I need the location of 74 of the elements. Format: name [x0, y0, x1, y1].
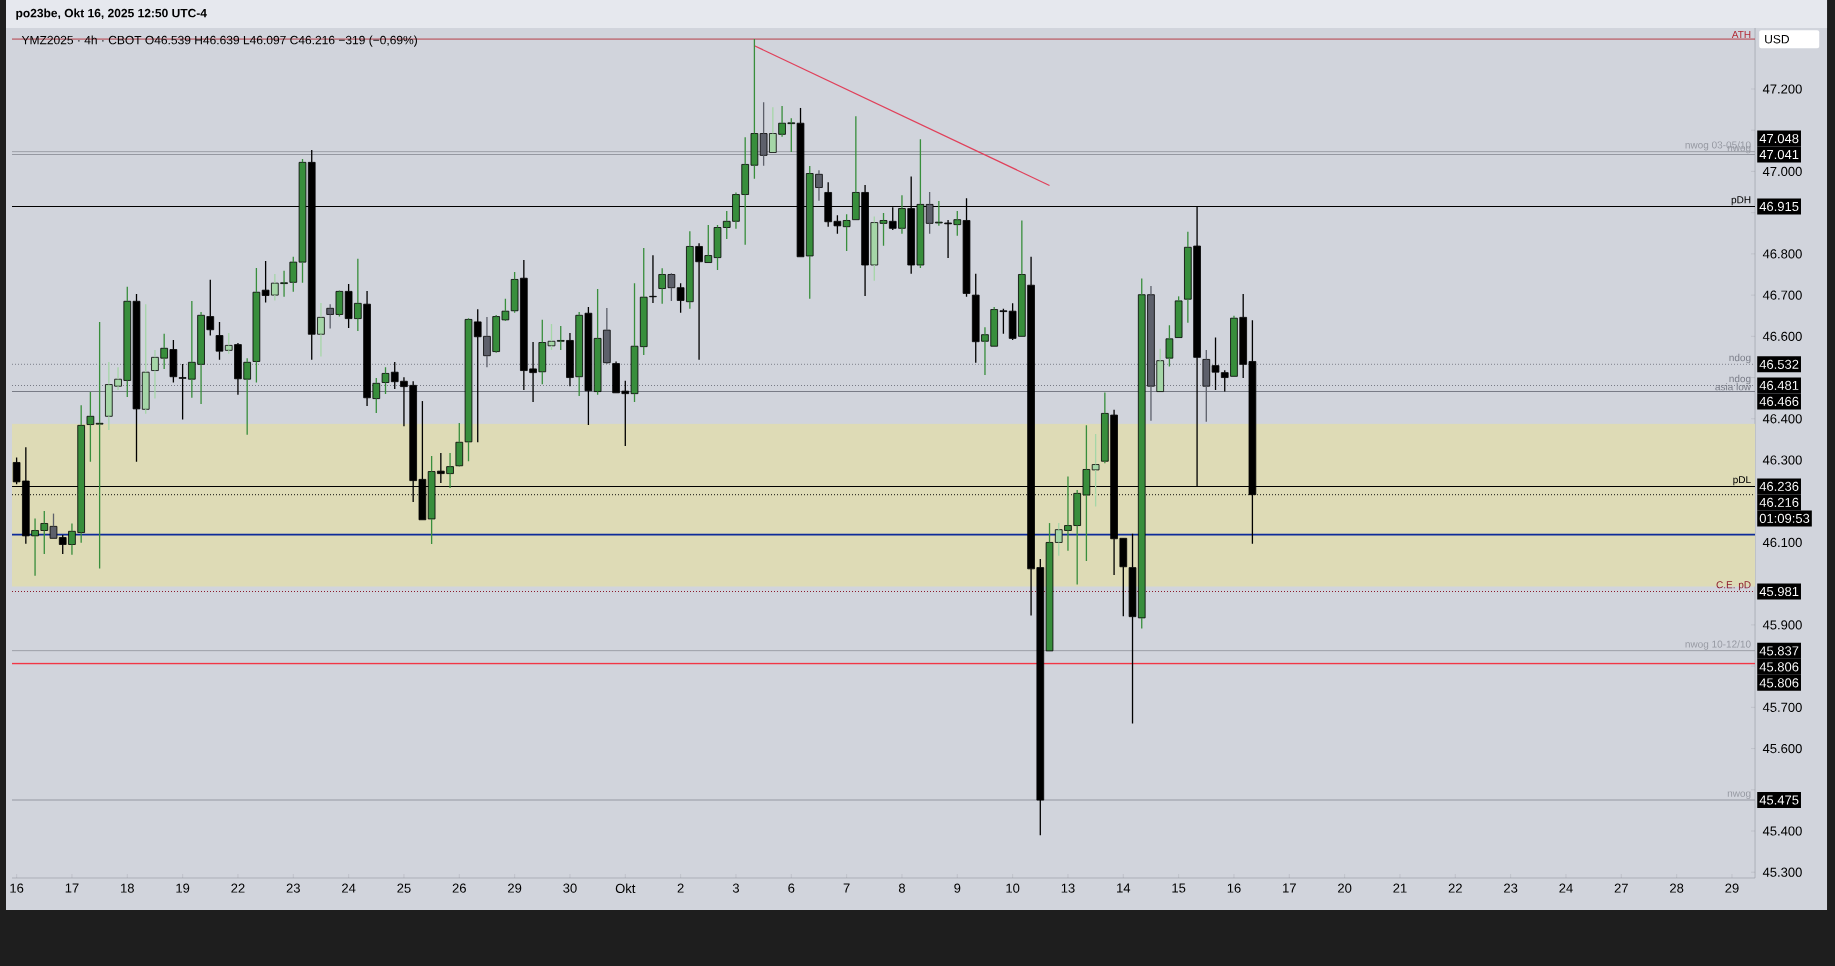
ref-line-label: pDH [1731, 196, 1751, 206]
ref-line-label: pDL [1733, 476, 1751, 486]
y-tick-label: 47.000 [1762, 166, 1802, 177]
annotation: 46.915 [1759, 201, 1799, 212]
x-tick-label: Okt [615, 883, 636, 894]
x-tick-label: 23 [1504, 883, 1518, 893]
x-tick-label: 22 [1448, 883, 1462, 893]
x-tick-label: 17 [65, 883, 79, 893]
ref-line-label: C.E. pD [1716, 581, 1751, 591]
x-tick-label: 24 [342, 883, 356, 893]
text: 46.216 [1759, 497, 1799, 507]
x-tick-label: 7 [843, 883, 850, 893]
y-tick-label: 47.200 [1762, 84, 1802, 94]
text: YMZ2025 · 4h · CBOT O46.539 H46.639 L46.097 C46.216 −319 (−0,69%) [21, 35, 417, 47]
annotation: 46.532 [1759, 359, 1799, 369]
x-tick-label: 25 [397, 883, 411, 893]
y-tick-label: 46.100 [1762, 537, 1802, 548]
y-tick-label: 46.300 [1762, 455, 1802, 465]
text: 01:09:53 [1759, 513, 1810, 523]
x-tick-label: 29 [1725, 883, 1739, 893]
y-tick-label: 45.600 [1762, 743, 1802, 754]
y-tick-label: 45.900 [1762, 620, 1802, 630]
x-tick-label: 14 [1117, 883, 1131, 893]
x-tick-label: 6 [788, 883, 795, 893]
text: 45.806 [1759, 662, 1799, 672]
x-tick-label: 9 [954, 883, 961, 893]
annotation: 45.475 [1759, 795, 1799, 805]
annotation: 46.236 [1759, 481, 1799, 491]
ref-line-label: ndog [1729, 374, 1751, 385]
x-tick-label: 19 [176, 883, 190, 893]
candlestick [842, 213, 851, 252]
candlestick [252, 267, 261, 384]
annotation: 45.837 [1759, 646, 1799, 656]
candlestick [1165, 324, 1174, 368]
x-tick-label: 29 [508, 883, 522, 893]
x-tick-label: 30 [563, 883, 577, 893]
y-tick-label: 46.700 [1762, 290, 1802, 300]
x-tick-label: 27 [1614, 883, 1628, 893]
x-tick-label: 16 [1227, 883, 1241, 893]
y-axis-title: USD [1765, 34, 1789, 44]
annotation: 46.481 [1759, 380, 1799, 390]
y-tick-label: 46.800 [1762, 249, 1802, 259]
x-tick-label: 13 [1061, 883, 1075, 893]
candlestick [86, 391, 95, 463]
annotation: 47.041 [1759, 149, 1799, 160]
x-tick-label: 26 [452, 883, 466, 893]
y-tick-label: 45.300 [1762, 867, 1802, 877]
x-tick-label: 16 [10, 883, 24, 893]
x-tick-label: 8 [898, 883, 906, 893]
x-tick-label: 17 [1283, 883, 1296, 893]
ref-line-label: ndog [1729, 353, 1751, 364]
x-tick-label: 2 [677, 883, 684, 893]
chart-subtitle: po23be, Okt 16, 2025 12:50 UTC-4 [16, 8, 207, 20]
y-tick-label: 45.700 [1762, 702, 1802, 712]
x-tick-label: 15 [1172, 883, 1186, 893]
ref-line-label: ATH [1731, 31, 1751, 38]
y-tick-label: 45.400 [1762, 826, 1802, 836]
text: 47.048 [1759, 133, 1799, 144]
y-tick-label: 46.600 [1762, 331, 1802, 341]
x-tick-label: 23 [286, 883, 300, 893]
x-tick-label: 28 [1670, 883, 1684, 893]
x-tick-label: 24 [1559, 883, 1573, 893]
annotation: 45.981 [1759, 586, 1799, 597]
x-tick-label: 18 [121, 883, 134, 893]
text: 45.806 [1759, 678, 1799, 688]
text: 46.466 [1759, 396, 1799, 406]
y-tick-label: 46.400 [1762, 414, 1802, 424]
x-tick-label: 21 [1393, 883, 1407, 893]
x-tick-label: 22 [231, 883, 245, 893]
x-tick-label: 10 [1006, 883, 1020, 893]
x-tick-label: 3 [732, 883, 740, 893]
x-tick-label: 20 [1338, 883, 1352, 893]
ref-line-label: nwog 10-12/10 [1685, 640, 1751, 650]
ref-line-label: nwog [1727, 791, 1751, 799]
